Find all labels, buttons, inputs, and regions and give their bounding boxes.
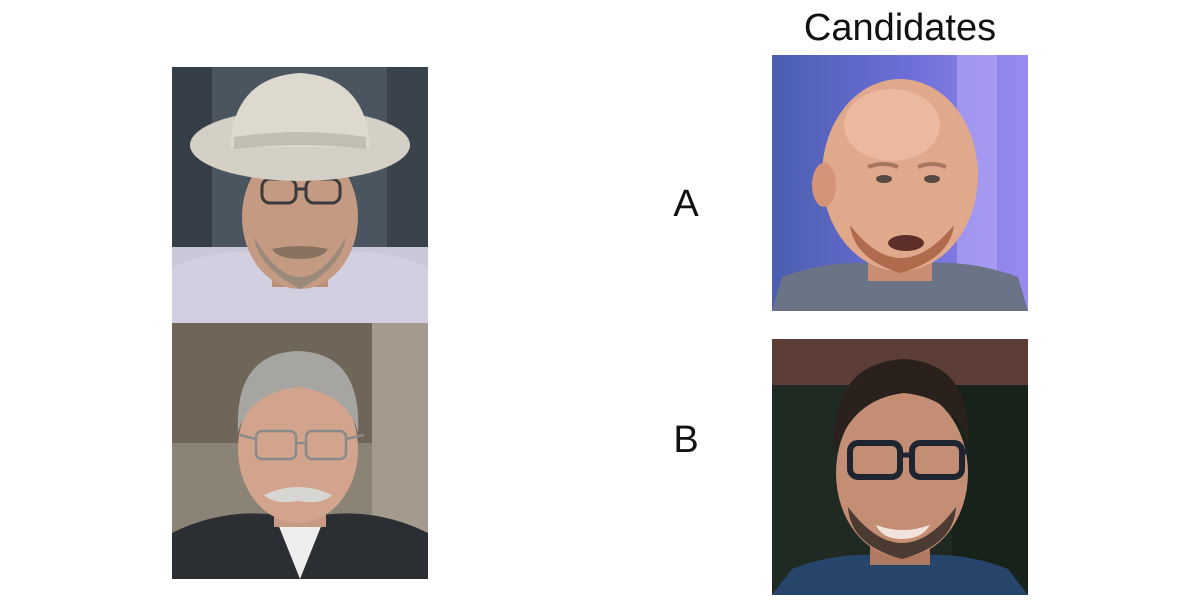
candidate-label-a: A bbox=[673, 183, 699, 225]
bald-man-beard-photo bbox=[772, 55, 1028, 311]
man-with-hat-glasses-beard-photo bbox=[172, 67, 428, 323]
candidate-label-b: B bbox=[673, 419, 699, 461]
candidates-title: Candidates bbox=[803, 7, 997, 49]
older-man-glasses-mustache-suit-photo bbox=[172, 323, 428, 579]
candidate-photo-b[interactable] bbox=[772, 339, 1028, 595]
man-dark-glasses-beard-photo bbox=[772, 339, 1028, 595]
reference-photo-bottom bbox=[172, 323, 428, 579]
reference-photo-top bbox=[172, 67, 428, 323]
candidate-photo-a[interactable] bbox=[772, 55, 1028, 311]
